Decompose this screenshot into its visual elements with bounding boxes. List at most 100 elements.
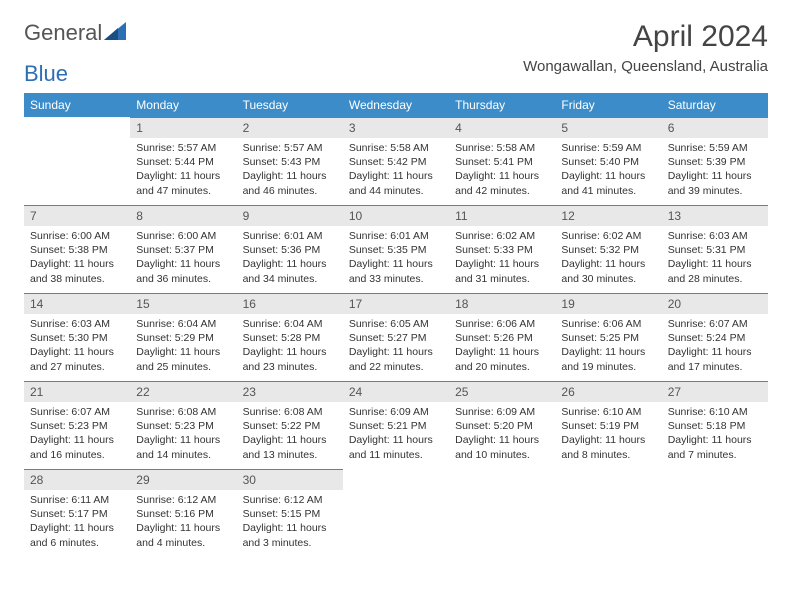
day-number: 4 xyxy=(449,117,555,138)
day-number: 17 xyxy=(343,293,449,314)
day-details: Sunrise: 6:12 AMSunset: 5:16 PMDaylight:… xyxy=(130,490,236,556)
day-number: 27 xyxy=(662,381,768,402)
day-number: 23 xyxy=(237,381,343,402)
calendar-cell: 16Sunrise: 6:04 AMSunset: 5:28 PMDayligh… xyxy=(237,293,343,381)
logo-triangle-icon xyxy=(104,20,126,46)
day-details: Sunrise: 6:01 AMSunset: 5:35 PMDaylight:… xyxy=(343,226,449,292)
calendar-week-row: 28Sunrise: 6:11 AMSunset: 5:17 PMDayligh… xyxy=(24,469,768,557)
day-number: 9 xyxy=(237,205,343,226)
day-details: Sunrise: 5:59 AMSunset: 5:39 PMDaylight:… xyxy=(662,138,768,204)
calendar-week-row: 14Sunrise: 6:03 AMSunset: 5:30 PMDayligh… xyxy=(24,293,768,381)
calendar-cell: 3Sunrise: 5:58 AMSunset: 5:42 PMDaylight… xyxy=(343,117,449,205)
logo-text-blue: Blue xyxy=(24,61,768,87)
weekday-header: Thursday xyxy=(449,93,555,117)
day-number: 1 xyxy=(130,117,236,138)
day-number: 6 xyxy=(662,117,768,138)
calendar-cell: 29Sunrise: 6:12 AMSunset: 5:16 PMDayligh… xyxy=(130,469,236,557)
day-details: Sunrise: 6:09 AMSunset: 5:21 PMDaylight:… xyxy=(343,402,449,468)
calendar-week-row: 1Sunrise: 5:57 AMSunset: 5:44 PMDaylight… xyxy=(24,117,768,205)
day-number: 5 xyxy=(555,117,661,138)
calendar-cell: 30Sunrise: 6:12 AMSunset: 5:15 PMDayligh… xyxy=(237,469,343,557)
day-details: Sunrise: 6:05 AMSunset: 5:27 PMDaylight:… xyxy=(343,314,449,380)
day-details: Sunrise: 6:00 AMSunset: 5:38 PMDaylight:… xyxy=(24,226,130,292)
day-details: Sunrise: 6:12 AMSunset: 5:15 PMDaylight:… xyxy=(237,490,343,556)
day-details: Sunrise: 6:06 AMSunset: 5:26 PMDaylight:… xyxy=(449,314,555,380)
day-details: Sunrise: 5:57 AMSunset: 5:44 PMDaylight:… xyxy=(130,138,236,204)
day-number: 15 xyxy=(130,293,236,314)
calendar-page: General April 2024 Wongawallan, Queensla… xyxy=(0,0,792,577)
day-number: 12 xyxy=(555,205,661,226)
calendar-cell: 19Sunrise: 6:06 AMSunset: 5:25 PMDayligh… xyxy=(555,293,661,381)
calendar-cell: 21Sunrise: 6:07 AMSunset: 5:23 PMDayligh… xyxy=(24,381,130,469)
calendar-cell xyxy=(449,469,555,557)
day-details: Sunrise: 6:03 AMSunset: 5:31 PMDaylight:… xyxy=(662,226,768,292)
calendar-cell: 25Sunrise: 6:09 AMSunset: 5:20 PMDayligh… xyxy=(449,381,555,469)
day-details: Sunrise: 6:00 AMSunset: 5:37 PMDaylight:… xyxy=(130,226,236,292)
day-details: Sunrise: 6:06 AMSunset: 5:25 PMDaylight:… xyxy=(555,314,661,380)
day-number: 10 xyxy=(343,205,449,226)
day-number: 8 xyxy=(130,205,236,226)
calendar-cell: 10Sunrise: 6:01 AMSunset: 5:35 PMDayligh… xyxy=(343,205,449,293)
calendar-cell: 15Sunrise: 6:04 AMSunset: 5:29 PMDayligh… xyxy=(130,293,236,381)
day-number: 16 xyxy=(237,293,343,314)
calendar-cell: 6Sunrise: 5:59 AMSunset: 5:39 PMDaylight… xyxy=(662,117,768,205)
calendar-cell: 2Sunrise: 5:57 AMSunset: 5:43 PMDaylight… xyxy=(237,117,343,205)
calendar-cell: 11Sunrise: 6:02 AMSunset: 5:33 PMDayligh… xyxy=(449,205,555,293)
calendar-cell: 8Sunrise: 6:00 AMSunset: 5:37 PMDaylight… xyxy=(130,205,236,293)
day-number: 11 xyxy=(449,205,555,226)
calendar-cell: 23Sunrise: 6:08 AMSunset: 5:22 PMDayligh… xyxy=(237,381,343,469)
day-details: Sunrise: 5:59 AMSunset: 5:40 PMDaylight:… xyxy=(555,138,661,204)
calendar-cell xyxy=(343,469,449,557)
calendar-cell xyxy=(24,117,130,205)
day-details: Sunrise: 6:07 AMSunset: 5:24 PMDaylight:… xyxy=(662,314,768,380)
day-number: 14 xyxy=(24,293,130,314)
day-details: Sunrise: 6:07 AMSunset: 5:23 PMDaylight:… xyxy=(24,402,130,468)
weekday-header: Monday xyxy=(130,93,236,117)
day-details: Sunrise: 6:09 AMSunset: 5:20 PMDaylight:… xyxy=(449,402,555,468)
day-number: 7 xyxy=(24,205,130,226)
calendar-cell: 1Sunrise: 5:57 AMSunset: 5:44 PMDaylight… xyxy=(130,117,236,205)
day-number: 30 xyxy=(237,469,343,490)
calendar-cell: 4Sunrise: 5:58 AMSunset: 5:41 PMDaylight… xyxy=(449,117,555,205)
day-details: Sunrise: 5:58 AMSunset: 5:42 PMDaylight:… xyxy=(343,138,449,204)
calendar-cell: 20Sunrise: 6:07 AMSunset: 5:24 PMDayligh… xyxy=(662,293,768,381)
day-details: Sunrise: 6:10 AMSunset: 5:18 PMDaylight:… xyxy=(662,402,768,468)
calendar-cell: 5Sunrise: 5:59 AMSunset: 5:40 PMDaylight… xyxy=(555,117,661,205)
calendar-cell: 9Sunrise: 6:01 AMSunset: 5:36 PMDaylight… xyxy=(237,205,343,293)
calendar-cell: 27Sunrise: 6:10 AMSunset: 5:18 PMDayligh… xyxy=(662,381,768,469)
day-details: Sunrise: 6:11 AMSunset: 5:17 PMDaylight:… xyxy=(24,490,130,556)
calendar-cell: 18Sunrise: 6:06 AMSunset: 5:26 PMDayligh… xyxy=(449,293,555,381)
day-details: Sunrise: 6:10 AMSunset: 5:19 PMDaylight:… xyxy=(555,402,661,468)
calendar-body: 1Sunrise: 5:57 AMSunset: 5:44 PMDaylight… xyxy=(24,117,768,557)
day-details: Sunrise: 6:08 AMSunset: 5:22 PMDaylight:… xyxy=(237,402,343,468)
calendar-cell xyxy=(555,469,661,557)
day-number: 3 xyxy=(343,117,449,138)
day-details: Sunrise: 6:04 AMSunset: 5:28 PMDaylight:… xyxy=(237,314,343,380)
day-number: 18 xyxy=(449,293,555,314)
day-number: 13 xyxy=(662,205,768,226)
weekday-header: Sunday xyxy=(24,93,130,117)
day-number: 2 xyxy=(237,117,343,138)
day-details: Sunrise: 6:08 AMSunset: 5:23 PMDaylight:… xyxy=(130,402,236,468)
day-number: 25 xyxy=(449,381,555,402)
day-number: 19 xyxy=(555,293,661,314)
day-number: 26 xyxy=(555,381,661,402)
calendar-cell: 7Sunrise: 6:00 AMSunset: 5:38 PMDaylight… xyxy=(24,205,130,293)
day-number: 20 xyxy=(662,293,768,314)
weekday-header: Friday xyxy=(555,93,661,117)
calendar-header-row: SundayMondayTuesdayWednesdayThursdayFrid… xyxy=(24,93,768,117)
logo: General xyxy=(24,20,128,46)
weekday-header: Saturday xyxy=(662,93,768,117)
month-title: April 2024 xyxy=(523,20,768,54)
logo-text-general: General xyxy=(24,20,102,46)
calendar-cell: 26Sunrise: 6:10 AMSunset: 5:19 PMDayligh… xyxy=(555,381,661,469)
calendar-cell: 24Sunrise: 6:09 AMSunset: 5:21 PMDayligh… xyxy=(343,381,449,469)
day-details: Sunrise: 6:04 AMSunset: 5:29 PMDaylight:… xyxy=(130,314,236,380)
calendar-cell: 14Sunrise: 6:03 AMSunset: 5:30 PMDayligh… xyxy=(24,293,130,381)
day-number: 22 xyxy=(130,381,236,402)
day-number: 21 xyxy=(24,381,130,402)
calendar-cell: 28Sunrise: 6:11 AMSunset: 5:17 PMDayligh… xyxy=(24,469,130,557)
day-number: 28 xyxy=(24,469,130,490)
day-details: Sunrise: 6:03 AMSunset: 5:30 PMDaylight:… xyxy=(24,314,130,380)
day-details: Sunrise: 5:57 AMSunset: 5:43 PMDaylight:… xyxy=(237,138,343,204)
